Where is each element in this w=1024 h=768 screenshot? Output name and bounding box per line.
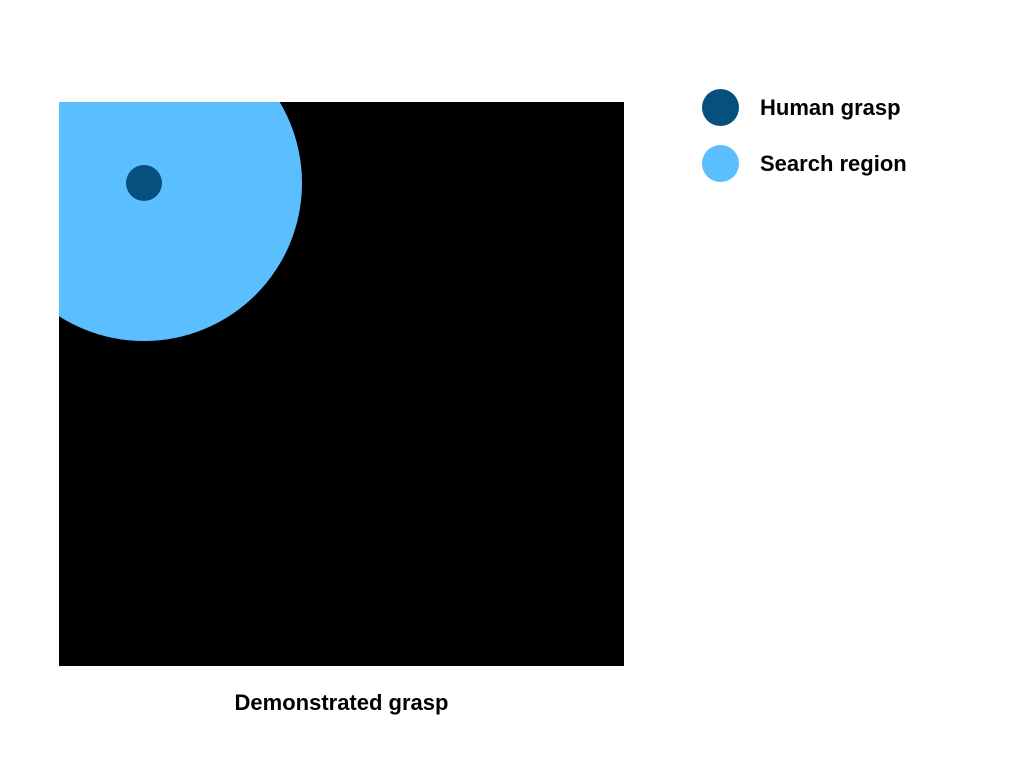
legend-label-search-region: Search region <box>760 151 907 176</box>
legend-label-human-grasp: Human grasp <box>760 95 901 120</box>
legend-item-human-grasp: Human grasp <box>702 88 1002 126</box>
dark-blue-circle-icon <box>702 89 739 126</box>
legend-item-search-region: Search region <box>702 144 1002 182</box>
light-blue-circle-icon <box>702 145 739 182</box>
diagram-caption: Demonstrated grasp <box>234 690 449 715</box>
search-region-circle <box>59 102 302 341</box>
legend: Human grasp Search region <box>702 88 1002 200</box>
human-grasp-marker <box>126 165 162 201</box>
